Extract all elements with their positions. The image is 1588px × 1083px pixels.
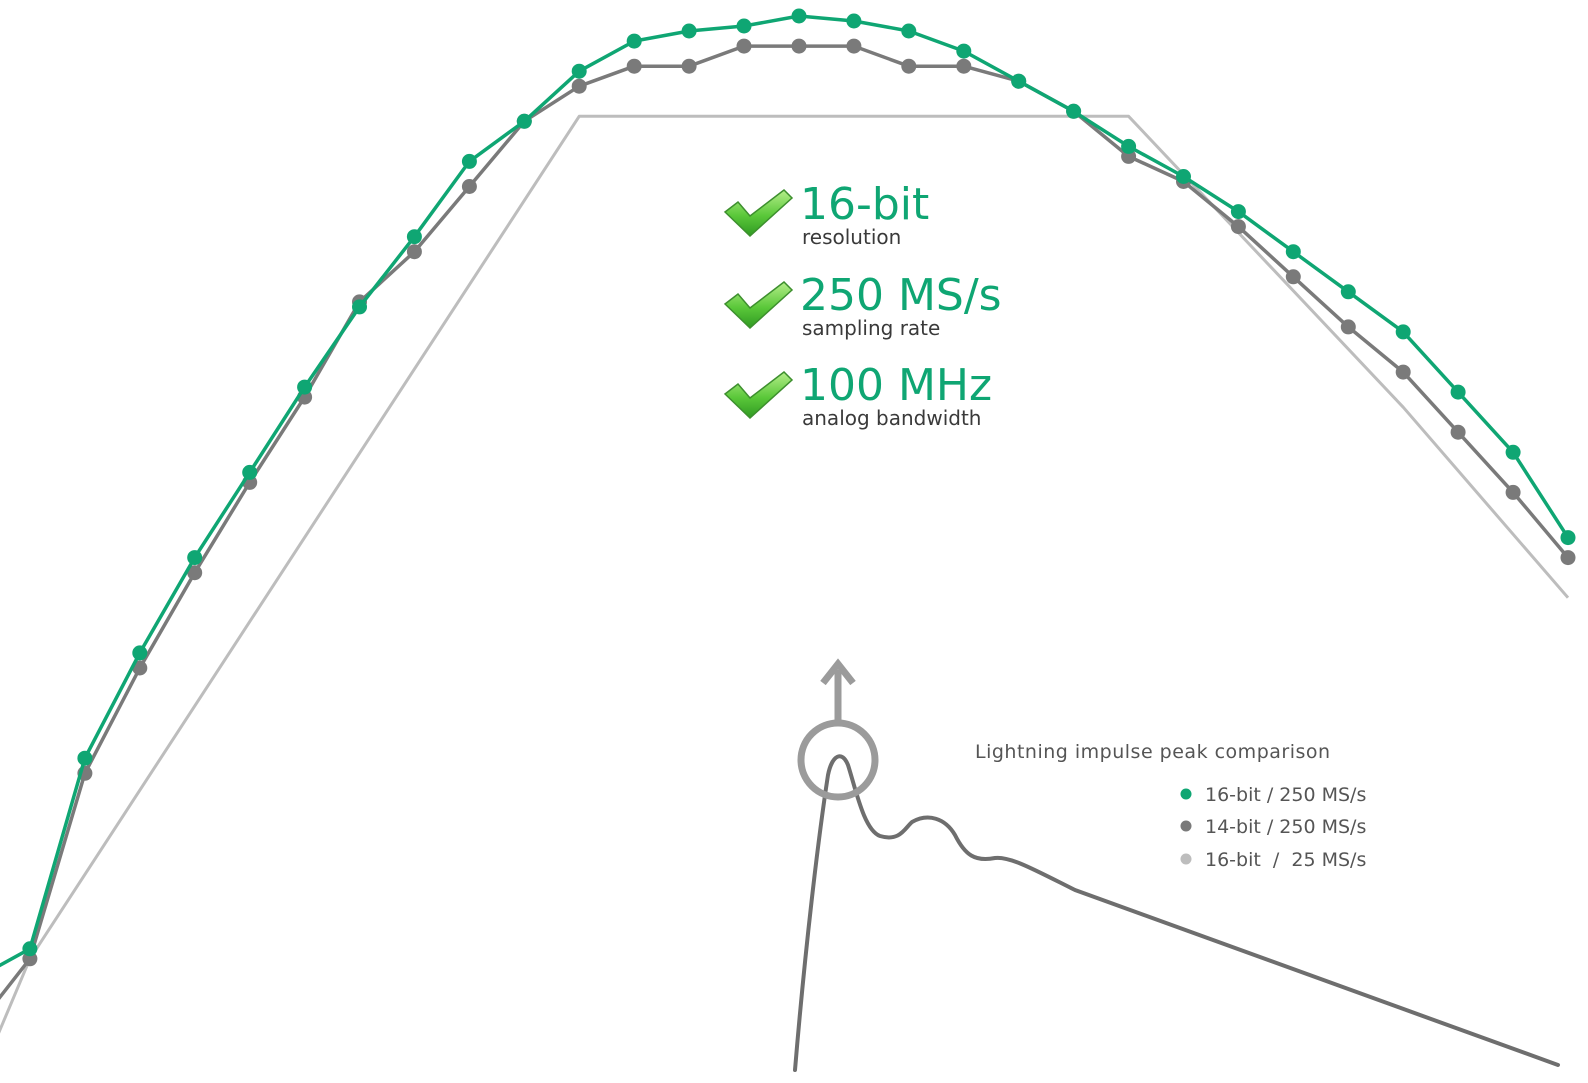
series-line	[0, 14, 1570, 968]
data-point	[1560, 530, 1576, 546]
checkmark-icon	[723, 371, 794, 420]
legend-marker	[1180, 853, 1192, 865]
data-point	[956, 58, 972, 74]
spec-value: 250 MS/s	[800, 270, 1002, 321]
data-point	[187, 565, 203, 581]
series-layer	[0, 8, 1576, 1034]
data-point	[681, 58, 697, 74]
data-point	[1230, 204, 1246, 220]
data-point	[132, 645, 148, 661]
impulse-waveform	[793, 754, 1560, 1072]
data-point	[406, 229, 422, 245]
checkmark-icon	[723, 189, 794, 238]
zoom-arrow-head	[820, 658, 856, 686]
data-point	[571, 78, 587, 94]
data-point	[626, 33, 642, 49]
legend-label: 14-bit / 250 MS/s	[1205, 816, 1366, 838]
data-point	[77, 750, 93, 766]
data-point	[1395, 364, 1411, 380]
data-point	[1230, 219, 1246, 235]
data-point	[1011, 73, 1027, 89]
data-point	[1505, 444, 1521, 460]
series-line	[0, 44, 1570, 1000]
data-point	[1450, 424, 1466, 440]
spec-item-resolution: 16-bit resolution	[723, 179, 929, 249]
data-point	[1450, 384, 1466, 400]
legend: Lightning impulse peak comparison 16-bit…	[975, 741, 1366, 871]
spec-value: 16-bit	[800, 179, 929, 230]
data-point	[297, 379, 313, 395]
spec-label: resolution	[802, 225, 901, 249]
checkmark-icon	[723, 281, 794, 330]
data-point	[846, 13, 862, 29]
data-point	[461, 179, 477, 194]
data-point	[791, 8, 807, 24]
data-point	[846, 38, 862, 54]
data-point	[956, 43, 972, 59]
data-point	[1560, 550, 1576, 566]
data-point	[1066, 103, 1082, 119]
data-point	[187, 550, 203, 566]
data-point	[516, 113, 532, 129]
data-point	[901, 58, 917, 74]
data-point	[1505, 484, 1521, 500]
data-point	[242, 464, 258, 480]
series-1	[0, 8, 1576, 968]
data-point	[571, 63, 587, 79]
data-point	[1285, 244, 1301, 260]
data-point	[406, 244, 422, 260]
magnifier-circle-icon	[797, 719, 879, 801]
legend-marker	[1180, 820, 1192, 832]
legend-entry: 16-bit / 25 MS/s	[1180, 849, 1366, 871]
spec-value: 100 MHz	[800, 360, 992, 411]
legend-entry: 16-bit / 250 MS/s	[1180, 784, 1366, 806]
data-point	[461, 153, 477, 169]
data-point	[1340, 319, 1356, 335]
legend-label: 16-bit / 25 MS/s	[1205, 849, 1366, 871]
data-point	[681, 23, 697, 39]
data-point	[791, 38, 807, 54]
spec-list: 16-bit resolution 250 MS/s sampling rate…	[723, 179, 1002, 430]
data-point	[1395, 324, 1411, 340]
spec-label: sampling rate	[802, 316, 940, 340]
spec-item-analog-bandwidth: 100 MHz analog bandwidth	[723, 360, 992, 430]
spec-label: analog bandwidth	[802, 406, 981, 430]
data-point	[626, 58, 642, 74]
legend-entry: 14-bit / 250 MS/s	[1180, 816, 1366, 838]
spec-item-sampling-rate: 250 MS/s sampling rate	[723, 270, 1002, 340]
data-point	[1176, 169, 1191, 184]
data-point	[736, 18, 752, 34]
legend-label: 16-bit / 250 MS/s	[1205, 784, 1366, 806]
data-point	[1121, 138, 1137, 154]
data-point	[901, 23, 917, 39]
legend-title: Lightning impulse peak comparison	[975, 741, 1331, 763]
series-3	[0, 114, 1570, 1034]
impulse-overview	[793, 658, 1560, 1072]
data-point	[132, 660, 148, 676]
data-point	[1340, 284, 1356, 300]
data-point	[352, 299, 367, 315]
data-point	[1285, 269, 1301, 285]
series-2	[0, 38, 1576, 1000]
series-line	[0, 114, 1570, 1034]
legend-marker	[1180, 788, 1192, 800]
data-point	[22, 941, 38, 957]
data-point	[736, 38, 752, 54]
